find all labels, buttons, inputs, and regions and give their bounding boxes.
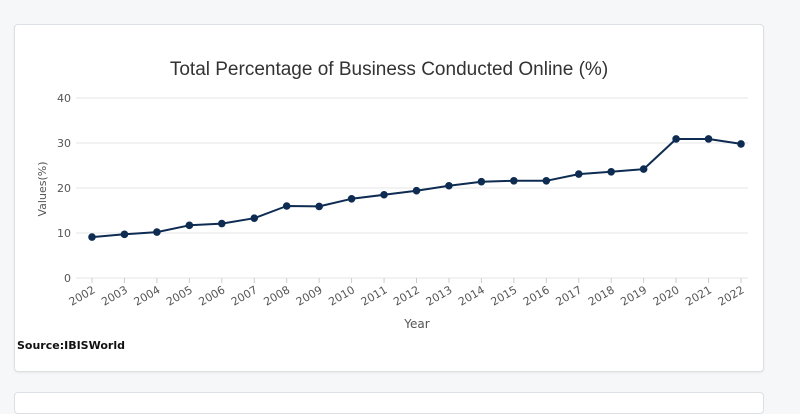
y-axis-ticks: 0 10 20 30 40 <box>57 92 71 285</box>
data-point-2012[interactable] <box>412 186 421 195</box>
x-tick-label: 2018 <box>586 283 617 308</box>
x-tick-label: 2005 <box>164 283 195 308</box>
data-point-2016[interactable] <box>542 177 551 185</box>
source-note: Source:IBISWorld <box>17 339 125 352</box>
data-point-2008[interactable] <box>282 202 291 210</box>
data-point-2019[interactable] <box>639 165 648 173</box>
data-point-2011[interactable] <box>380 190 388 199</box>
y-axis-label: Values(%) <box>36 162 49 217</box>
x-tick-label: 2016 <box>521 283 552 308</box>
x-tick-label: 2004 <box>132 283 163 308</box>
gridlines <box>76 97 748 279</box>
y-tick-label: 10 <box>57 227 71 240</box>
x-tick-label: 2021 <box>683 283 714 308</box>
data-point-2003[interactable] <box>120 230 129 239</box>
data-point-2014[interactable] <box>477 177 486 186</box>
y-tick-label: 30 <box>57 137 71 150</box>
data-point-2022[interactable] <box>737 140 745 148</box>
data-point-2013[interactable] <box>445 181 453 190</box>
data-point-2015[interactable] <box>510 177 518 185</box>
x-tick-label: 2014 <box>456 283 487 308</box>
x-tick-label: 2006 <box>197 283 228 308</box>
x-tick-label: 2010 <box>326 283 357 308</box>
x-tick-label: 2011 <box>359 283 390 308</box>
data-point-2007[interactable] <box>250 214 259 222</box>
x-tick-label: 2019 <box>618 283 649 308</box>
x-tick-label: 2013 <box>424 283 455 308</box>
x-tick-label: 2012 <box>391 283 422 308</box>
x-tick-label: 2007 <box>229 283 260 308</box>
data-point-2020[interactable] <box>672 135 680 143</box>
data-point-2010[interactable] <box>347 195 356 203</box>
x-tick-label: 2009 <box>294 283 325 308</box>
x-tick-label: 2015 <box>489 283 520 308</box>
data-point-2002[interactable] <box>88 233 96 241</box>
y-tick-label: 0 <box>64 272 71 285</box>
y-tick-label: 20 <box>57 182 71 195</box>
data-point-2004[interactable] <box>153 228 161 236</box>
series-points <box>88 135 745 241</box>
line-chart: Total Percentage of Business Conducted O… <box>36 59 748 331</box>
data-point-2009[interactable] <box>315 202 323 211</box>
x-tick-label: 2017 <box>554 283 585 308</box>
data-point-2017[interactable] <box>574 170 583 178</box>
data-point-2005[interactable] <box>185 221 194 230</box>
x-tick-label: 2008 <box>261 283 292 308</box>
chart-title: Total Percentage of Business Conducted O… <box>170 59 608 80</box>
data-point-2018[interactable] <box>607 168 615 176</box>
chart-card <box>14 24 764 372</box>
x-tick-label: 2020 <box>651 283 682 308</box>
x-axis-label: Year <box>403 317 429 331</box>
data-point-2021[interactable] <box>704 135 713 143</box>
x-tick-label: 2003 <box>99 283 130 308</box>
x-axis-ticks: 2002 2003 2004 2005 2006 2007 2008 2009 2010 2011… <box>67 278 747 309</box>
x-tick-label: 2022 <box>716 283 747 308</box>
y-tick-label: 40 <box>57 92 71 105</box>
x-tick-label: 2002 <box>67 283 98 308</box>
data-point-2006[interactable] <box>218 219 226 228</box>
